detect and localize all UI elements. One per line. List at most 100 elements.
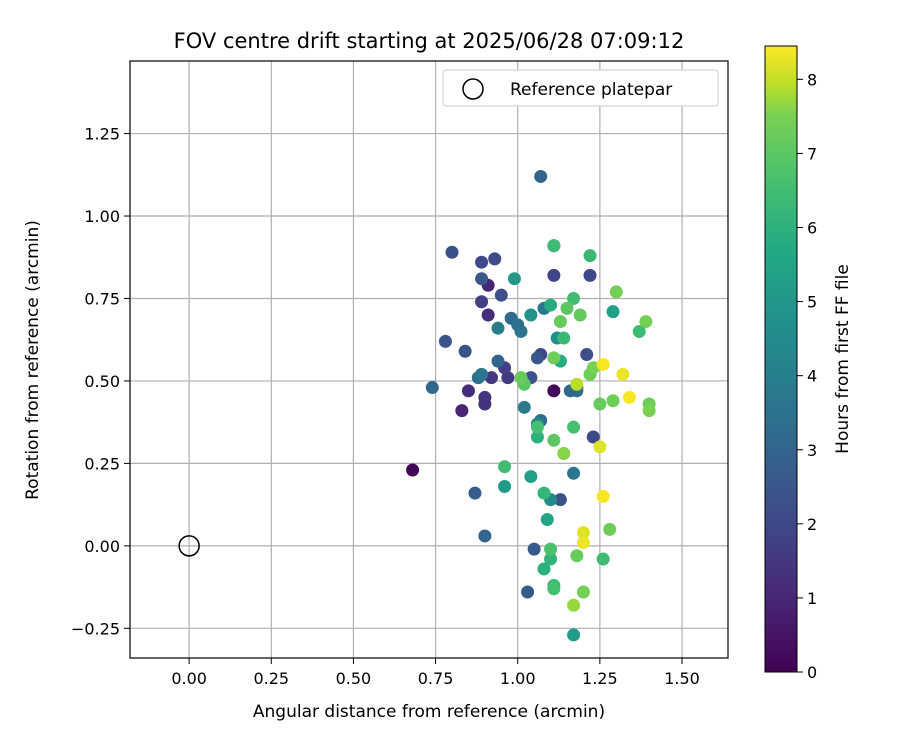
colorbar-tick-label: 3 xyxy=(807,441,817,460)
y-tick-label: 0.75 xyxy=(84,289,120,308)
scatter-point xyxy=(596,489,610,503)
scatter-point xyxy=(458,344,472,358)
scatter-point xyxy=(425,381,439,395)
scatter-point xyxy=(593,440,607,454)
y-axis-ticks: −0.25 0.00 0.25 0.50 0.75 1.00 1.25 xyxy=(71,125,130,638)
scatter-point xyxy=(567,628,581,642)
scatter-point xyxy=(507,272,521,286)
scatter-point xyxy=(517,400,531,414)
reference-platepar-marker xyxy=(178,535,200,557)
colorbar-tick-label: 1 xyxy=(807,589,817,608)
scatter-point xyxy=(547,582,561,596)
colorbar-tick-label: 5 xyxy=(807,293,817,312)
y-tick-label: −0.25 xyxy=(71,619,120,638)
scatter-point xyxy=(616,367,630,381)
scatter-point xyxy=(642,404,656,418)
scatter-point xyxy=(406,463,420,477)
scatter-point xyxy=(491,354,505,368)
scatter-point xyxy=(530,420,544,434)
scatter-point xyxy=(475,295,489,309)
scatter-point xyxy=(475,367,489,381)
y-tick-label: 0.50 xyxy=(84,372,120,391)
scatter-point xyxy=(570,549,584,563)
scatter-point xyxy=(455,404,469,418)
scatter-point xyxy=(475,255,489,269)
scatter-point xyxy=(576,585,590,599)
scatter-point xyxy=(475,272,489,286)
legend-marker-circle xyxy=(462,78,484,100)
colorbar-tick-label: 2 xyxy=(807,515,817,534)
legend: Reference platepar xyxy=(442,69,719,107)
plot-area-frame xyxy=(129,60,729,659)
scatter-point xyxy=(498,479,512,493)
x-tick-label: 0.25 xyxy=(253,669,289,688)
scatter-point xyxy=(445,245,459,259)
scatter-point xyxy=(596,357,610,371)
scatter-point xyxy=(603,522,617,536)
scatter-point xyxy=(537,486,551,500)
x-tick-label: 0.00 xyxy=(171,669,207,688)
scatter-point xyxy=(560,301,574,315)
colorbar-tick-label: 7 xyxy=(807,144,817,163)
x-tick-label: 1.00 xyxy=(500,669,536,688)
scatter-point xyxy=(576,526,590,540)
scatter-point xyxy=(544,298,558,312)
y-tick-label: 1.25 xyxy=(84,125,120,144)
scatter-point xyxy=(622,390,636,404)
scatter-point xyxy=(478,390,492,404)
scatter-point xyxy=(573,308,587,322)
data-points xyxy=(178,169,656,642)
scatter-point xyxy=(501,371,515,385)
scatter-point xyxy=(606,305,620,319)
scatter-point xyxy=(547,384,561,398)
chart-title: FOV centre drift starting at 2025/06/28 … xyxy=(174,29,685,53)
y-tick-label: 0.00 xyxy=(84,537,120,556)
scatter-point xyxy=(491,321,505,335)
colorbar-tick-label: 6 xyxy=(807,219,817,238)
scatter-point xyxy=(593,397,607,411)
scatter-point xyxy=(547,351,561,365)
scatter-point xyxy=(570,377,584,391)
scatter-point xyxy=(478,529,492,543)
scatter-point xyxy=(547,239,561,253)
scatter-point xyxy=(596,552,610,566)
scatter-point xyxy=(524,470,538,484)
scatter-point xyxy=(521,585,535,599)
scatter-point xyxy=(468,486,482,500)
scatter-point xyxy=(553,493,567,507)
scatter-point xyxy=(567,598,581,612)
scatter-point xyxy=(583,249,597,263)
scatter-point xyxy=(576,536,590,550)
scatter-point xyxy=(567,420,581,434)
x-tick-label: 1.25 xyxy=(582,669,618,688)
y-tick-label: 0.25 xyxy=(84,454,120,473)
scatter-point xyxy=(639,315,653,329)
colorbar-ticks: 0 1 2 3 4 5 6 7 8 xyxy=(797,70,817,682)
colorbar-tick-label: 4 xyxy=(807,367,817,386)
scatter-point xyxy=(530,351,544,365)
scatter-point xyxy=(494,288,508,302)
x-tick-label: 0.75 xyxy=(418,669,454,688)
scatter-point xyxy=(514,371,528,385)
scatter-point xyxy=(567,291,581,305)
scatter-point xyxy=(580,348,594,362)
scatter-point xyxy=(524,308,538,322)
colorbar-tick-label: 0 xyxy=(807,663,817,682)
scatter-point xyxy=(438,334,452,348)
scatter-point xyxy=(530,430,544,444)
scatter-point xyxy=(544,552,558,566)
colorbar-label: Hours from first FF file xyxy=(833,264,853,454)
colorbar-tick-label: 8 xyxy=(807,70,817,89)
scatter-point xyxy=(606,394,620,408)
x-axis-label: Angular distance from reference (arcmin) xyxy=(253,702,605,722)
y-axis-label: Rotation from reference (arcmin) xyxy=(23,220,43,500)
scatter-point xyxy=(481,308,495,322)
scatter-point xyxy=(540,512,554,526)
legend-box xyxy=(442,69,719,107)
colorbar-gradient xyxy=(764,45,798,673)
legend-label: Reference platepar xyxy=(510,80,672,100)
scatter-point xyxy=(547,268,561,282)
x-tick-label: 1.50 xyxy=(664,669,700,688)
grid-lines xyxy=(130,61,728,658)
